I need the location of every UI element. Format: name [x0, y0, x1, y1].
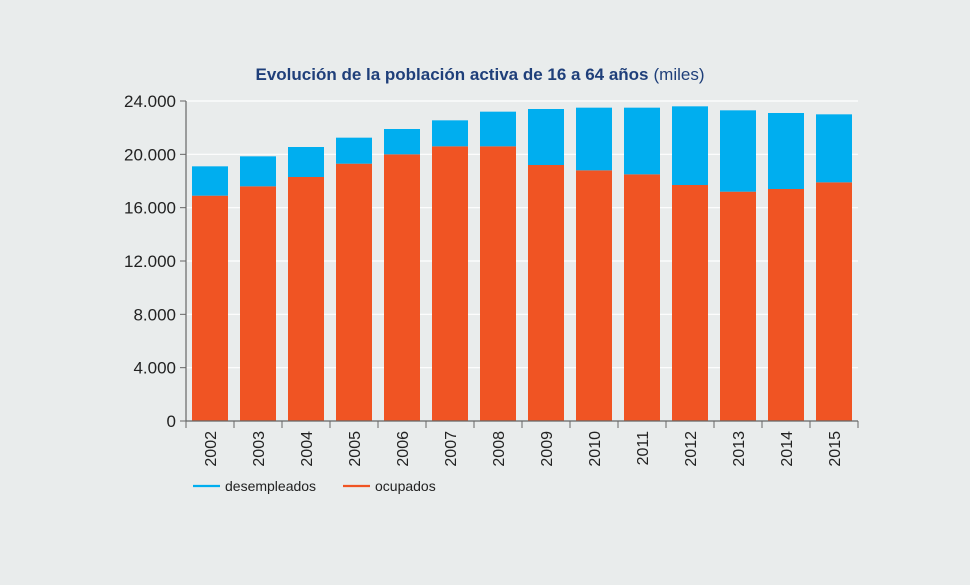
y-tick-label: 4.000: [133, 359, 176, 378]
y-tick-label: 8.000: [133, 305, 176, 324]
x-tick-label: 2012: [683, 431, 700, 467]
bars: [192, 106, 852, 422]
gridlines: [186, 100, 858, 369]
x-tick-label: 2014: [779, 431, 796, 467]
x-tick-label: 2010: [587, 431, 604, 467]
x-tick-label: 2008: [491, 431, 508, 467]
y-tick-label: 0: [167, 412, 176, 431]
x-tick-label: 2003: [251, 431, 268, 467]
bar-desempleados-2005: [336, 137, 372, 164]
y-tick-label: 16.000: [124, 199, 176, 218]
bar-ocupados-2008: [480, 146, 516, 422]
bar-desempleados-2006: [384, 129, 420, 155]
bar-desempleados-2011: [624, 107, 660, 175]
x-tick-label: 2007: [443, 431, 460, 467]
bar-desempleados-2004: [288, 147, 324, 177]
legend-label-ocupados: ocupados: [375, 478, 436, 494]
bar-ocupados-2015: [816, 182, 852, 421]
y-tick-label: 24.000: [124, 92, 176, 111]
x-tick-label: 2002: [203, 431, 220, 467]
y-tick-label: 12.000: [124, 252, 176, 271]
x-tick-label: 2013: [731, 431, 748, 467]
axes: 0 4.000 8.000 12.000 16.000 20.000 24.000 2002 2…: [124, 92, 859, 467]
bar-ocupados-2013: [720, 191, 756, 421]
bar-desempleados-2007: [432, 120, 468, 147]
bar-ocupados-2004: [288, 177, 324, 421]
chart-title: Evolución de la población activa de 16 a…: [255, 65, 704, 84]
bar-ocupados-2010: [576, 170, 612, 421]
bar-desempleados-2009: [528, 109, 564, 165]
bar-desempleados-2013: [720, 110, 756, 192]
bar-ocupados-2002: [192, 195, 228, 421]
x-tick-label: 2006: [395, 431, 412, 467]
bar-ocupados-2003: [240, 186, 276, 421]
bar-ocupados-2007: [432, 146, 468, 422]
bar-desempleados-2008: [480, 111, 516, 147]
x-tick-label: 2004: [299, 431, 316, 467]
bar-ocupados-2011: [624, 174, 660, 421]
legend: desempleados ocupados: [193, 478, 436, 494]
bar-ocupados-2006: [384, 154, 420, 422]
legend-label-desempleados: desempleados: [225, 478, 316, 494]
bar-ocupados-2012: [672, 185, 708, 421]
bar-desempleados-2012: [672, 106, 708, 185]
x-tick-label: 2009: [539, 431, 556, 467]
bar-desempleados-2015: [816, 114, 852, 183]
bar-ocupados-2014: [768, 189, 804, 421]
x-tick-label: 2005: [347, 431, 364, 467]
chart-title-main: Evolución de la población activa de 16 a…: [255, 65, 648, 84]
bar-ocupados-2009: [528, 165, 564, 421]
bar-ocupados-2005: [336, 163, 372, 421]
x-tick-label: 2011: [635, 431, 652, 466]
bar-desempleados-2014: [768, 113, 804, 189]
bar-desempleados-2010: [576, 107, 612, 171]
bar-desempleados-2003: [240, 156, 276, 187]
x-tick-label: 2015: [827, 431, 844, 467]
bar-desempleados-2002: [192, 166, 228, 196]
y-tick-label: 20.000: [124, 145, 176, 164]
chart-title-unit: (miles): [654, 65, 705, 84]
